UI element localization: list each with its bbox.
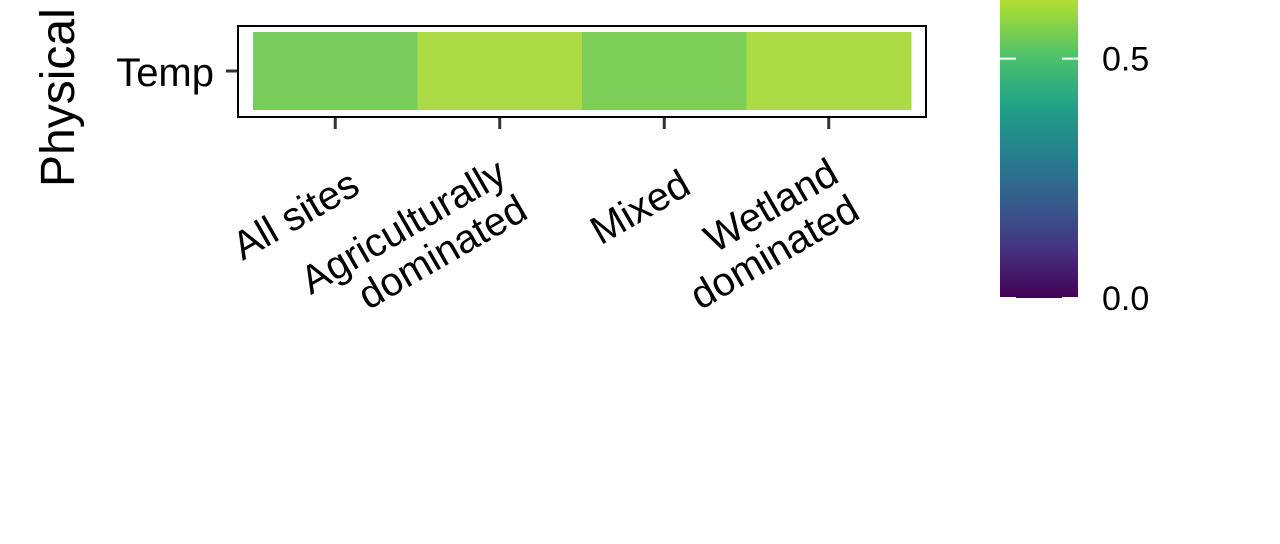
heatmap-cell <box>582 32 747 110</box>
y-axis: Temp <box>116 51 238 95</box>
colorbar-tick-label: 0.5 <box>1102 41 1149 79</box>
x-tick-label: Wetlanddominated <box>662 150 867 318</box>
heatmap-cell <box>253 32 418 110</box>
y-tick-label: Temp <box>116 51 214 95</box>
facet-label: Physical <box>32 8 85 187</box>
heatmap-cell <box>417 32 583 110</box>
x-tick-label: Mixed <box>583 162 697 253</box>
colorbar <box>1000 0 1078 298</box>
heatmap-cells <box>253 32 912 110</box>
heatmap-cell <box>746 32 912 110</box>
colorbar-gradient <box>1000 0 1078 298</box>
colorbar-labels: 0.0 0.5 <box>1000 41 1149 318</box>
colorbar-tick-label: 0.0 <box>1102 280 1149 318</box>
panel-border <box>237 25 927 118</box>
